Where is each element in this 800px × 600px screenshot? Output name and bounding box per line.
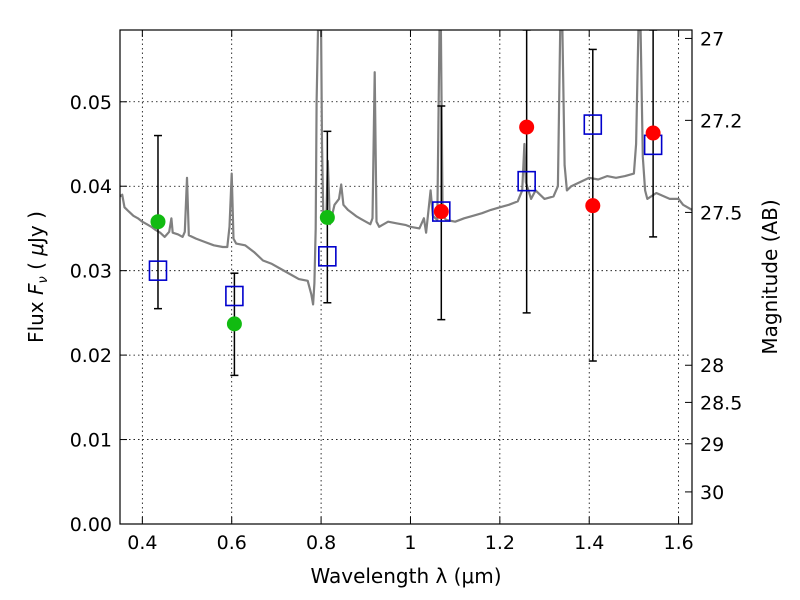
x-axis-title: Wavelength λ (μm) [310,564,501,588]
mag-tick-label: 29 [700,434,724,456]
observed-infrared-point [585,198,601,214]
x-tick-label: 1.4 [574,532,604,554]
x-tick-label: 0.8 [306,532,336,554]
mag-tick-label: 28 [700,355,724,377]
observed-photometry-layer [150,119,661,332]
template-spectrum-layer [120,30,692,306]
observed-optical-point [150,214,166,230]
plot-frame [119,29,693,525]
x-tick-label: 1 [404,532,416,554]
y-axis-title: Flux Fν ( μJy ) [24,211,51,343]
y-tick-label: 0.02 [70,345,112,367]
y-tick-label: 0.01 [70,430,112,452]
ticks [120,30,692,525]
mag-tick-label: 27.5 [700,202,742,224]
model-photometry-box [432,201,451,222]
y-tick-label: 0.00 [70,514,112,536]
tick-labels: 0.4 0.6 0.8 1 1.2 1.4 1.6 0.00 0.01 0.02 0.03 0.04 0… [70,28,743,554]
mag-tick-label: 28.5 [700,392,742,414]
y2-axis-title: Magnitude (AB) [758,199,782,354]
observed-infrared-point [433,204,449,220]
mag-tick-label: 27 [700,28,724,50]
x-tick-label: 0.4 [127,532,157,554]
plot-background [120,30,692,524]
observed-optical-point [226,316,242,332]
y-tick-label: 0.03 [70,261,112,283]
observed-infrared-point [519,119,535,135]
model-photometry-box [318,246,337,267]
model-photometry-layer [148,114,663,307]
y-tick-label: 0.05 [70,92,112,114]
y-tick-label: 0.04 [70,176,112,198]
observed-optical-point [319,209,335,225]
model-photometry-box [517,170,536,192]
model-photometry-box [148,260,168,281]
mag-tick-label: 30 [700,482,724,504]
mag-tick-label: 27.2 [700,110,742,132]
template-spectrum-line [120,30,692,306]
x-tick-label: 1.6 [663,532,693,554]
x-tick-label: 1.2 [485,532,515,554]
x-tick-label: 0.6 [217,532,247,554]
model-photometry-box [583,114,603,135]
model-photometry-box [225,285,244,307]
observed-infrared-point [645,125,661,141]
